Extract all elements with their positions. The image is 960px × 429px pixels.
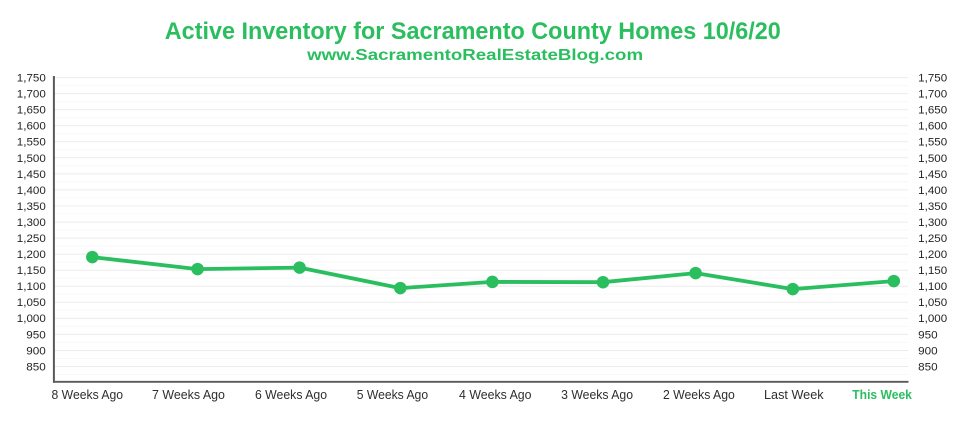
- svg-text:850: 850: [918, 361, 938, 373]
- svg-text:1,550: 1,550: [918, 137, 947, 149]
- svg-text:Last Week: Last Week: [764, 387, 824, 402]
- svg-text:1,200: 1,200: [17, 249, 46, 261]
- svg-text:1,150: 1,150: [918, 265, 947, 277]
- svg-text:2 Weeks Ago: 2 Weeks Ago: [663, 387, 735, 402]
- svg-text:1,050: 1,050: [17, 297, 46, 309]
- svg-text:1,400: 1,400: [17, 185, 46, 197]
- svg-text:900: 900: [26, 345, 46, 357]
- svg-text:This Week: This Week: [852, 387, 912, 402]
- svg-text:1,400: 1,400: [918, 185, 947, 197]
- svg-text:900: 900: [918, 345, 938, 357]
- svg-text:1,450: 1,450: [17, 169, 46, 181]
- svg-text:1,650: 1,650: [17, 105, 46, 117]
- svg-text:1,700: 1,700: [17, 89, 46, 101]
- svg-text:8 Weeks Ago: 8 Weeks Ago: [52, 387, 124, 402]
- svg-text:1,350: 1,350: [918, 201, 947, 213]
- svg-text:1,650: 1,650: [918, 105, 947, 117]
- svg-text:1,000: 1,000: [17, 313, 46, 325]
- svg-text:1,700: 1,700: [918, 89, 947, 101]
- svg-text:1,450: 1,450: [918, 169, 947, 181]
- svg-text:3 Weeks Ago: 3 Weeks Ago: [561, 387, 633, 402]
- svg-text:1,150: 1,150: [17, 265, 46, 277]
- svg-text:1,750: 1,750: [918, 73, 947, 85]
- svg-text:1,600: 1,600: [17, 121, 46, 133]
- svg-text:950: 950: [918, 329, 938, 341]
- svg-text:Active Inventory for Sacrament: Active Inventory for Sacramento County H…: [165, 18, 781, 45]
- svg-text:1,100: 1,100: [918, 281, 947, 293]
- svg-text:1,100: 1,100: [17, 281, 46, 293]
- svg-text:1,000: 1,000: [918, 313, 947, 325]
- svg-text:5 Weeks Ago: 5 Weeks Ago: [357, 387, 428, 402]
- svg-text:1,050: 1,050: [918, 297, 947, 309]
- svg-text:1,500: 1,500: [17, 153, 46, 165]
- svg-text:1,300: 1,300: [17, 217, 46, 229]
- svg-text:1,250: 1,250: [918, 233, 947, 245]
- svg-text:www.SacramentoRealEstateBlog.c: www.SacramentoRealEstateBlog.com: [306, 47, 643, 64]
- svg-text:1,300: 1,300: [918, 217, 947, 229]
- svg-text:7 Weeks Ago: 7 Weeks Ago: [152, 387, 225, 402]
- svg-text:1,750: 1,750: [17, 73, 46, 85]
- svg-text:4 Weeks Ago: 4 Weeks Ago: [459, 387, 532, 402]
- svg-text:1,550: 1,550: [17, 137, 46, 149]
- svg-text:950: 950: [26, 329, 46, 341]
- svg-text:1,600: 1,600: [918, 121, 947, 133]
- svg-text:850: 850: [26, 361, 46, 373]
- svg-text:1,250: 1,250: [17, 233, 46, 245]
- svg-text:1,350: 1,350: [17, 201, 46, 213]
- svg-text:6 Weeks Ago: 6 Weeks Ago: [255, 387, 327, 402]
- svg-text:1,500: 1,500: [918, 153, 947, 165]
- svg-text:1,200: 1,200: [918, 249, 947, 261]
